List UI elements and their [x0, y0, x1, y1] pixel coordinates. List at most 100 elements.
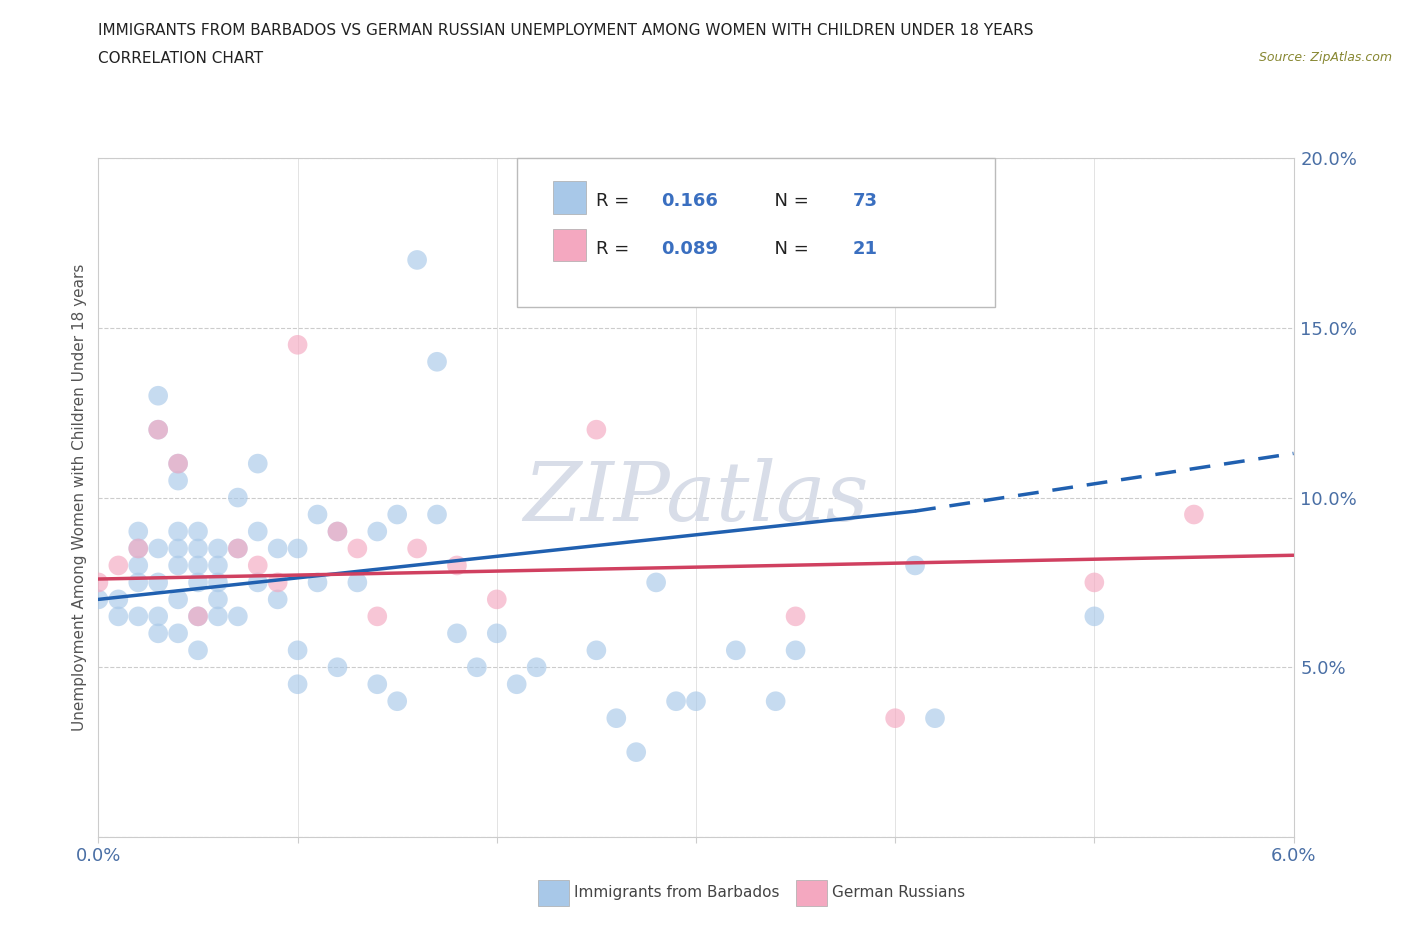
- Point: [526, 660, 548, 675]
- Point: [884, 711, 907, 725]
- Point: [904, 558, 927, 573]
- Text: 73: 73: [852, 193, 877, 210]
- Bar: [553, 181, 586, 214]
- Point: [465, 660, 488, 675]
- Text: IMMIGRANTS FROM BARBADOS VS GERMAN RUSSIAN UNEMPLOYMENT AMONG WOMEN WITH CHILDRE: IMMIGRANTS FROM BARBADOS VS GERMAN RUSSI…: [98, 23, 1033, 38]
- Point: [187, 558, 209, 573]
- Point: [107, 609, 129, 624]
- Point: [1083, 575, 1105, 590]
- Point: [287, 338, 309, 352]
- Text: German Russians: German Russians: [832, 885, 966, 900]
- Point: [246, 457, 269, 472]
- Text: N =: N =: [763, 240, 814, 258]
- Point: [785, 643, 807, 658]
- Point: [148, 389, 170, 404]
- Point: [187, 525, 209, 539]
- Point: [385, 694, 409, 709]
- Point: [127, 558, 149, 573]
- Point: [346, 541, 368, 556]
- Point: [307, 507, 329, 522]
- Point: [724, 643, 747, 658]
- Point: [187, 609, 209, 624]
- Point: [148, 575, 170, 590]
- Point: [167, 457, 190, 472]
- Point: [287, 541, 309, 556]
- Point: [148, 422, 170, 437]
- Point: [685, 694, 707, 709]
- Text: ZIPatlas: ZIPatlas: [523, 458, 869, 538]
- Text: CORRELATION CHART: CORRELATION CHART: [98, 51, 263, 66]
- Text: Immigrants from Barbados: Immigrants from Barbados: [574, 885, 779, 900]
- Point: [385, 507, 409, 522]
- Point: [87, 575, 110, 590]
- Text: 21: 21: [852, 240, 877, 258]
- Point: [406, 252, 429, 268]
- Point: [506, 677, 529, 692]
- Point: [287, 643, 309, 658]
- Point: [167, 457, 190, 472]
- Point: [426, 507, 449, 522]
- Point: [167, 473, 190, 488]
- Point: [1182, 507, 1205, 522]
- Point: [127, 541, 149, 556]
- Point: [148, 609, 170, 624]
- Point: [765, 694, 787, 709]
- Point: [645, 575, 668, 590]
- Point: [546, 286, 568, 301]
- Point: [585, 643, 607, 658]
- Point: [246, 575, 269, 590]
- Point: [426, 354, 449, 369]
- Point: [446, 558, 468, 573]
- Point: [187, 541, 209, 556]
- Point: [207, 592, 229, 607]
- Point: [246, 525, 269, 539]
- Point: [287, 677, 309, 692]
- Point: [267, 541, 290, 556]
- Point: [167, 592, 190, 607]
- Text: Source: ZipAtlas.com: Source: ZipAtlas.com: [1258, 51, 1392, 64]
- Point: [187, 575, 209, 590]
- Text: R =: R =: [596, 193, 634, 210]
- Point: [107, 592, 129, 607]
- Point: [187, 609, 209, 624]
- Point: [167, 541, 190, 556]
- Point: [307, 575, 329, 590]
- Point: [346, 575, 368, 590]
- Point: [246, 558, 269, 573]
- Point: [605, 711, 627, 725]
- Point: [446, 626, 468, 641]
- Point: [366, 609, 388, 624]
- Point: [1083, 609, 1105, 624]
- Point: [226, 609, 249, 624]
- Point: [127, 525, 149, 539]
- Text: R =: R =: [596, 240, 634, 258]
- Point: [226, 541, 249, 556]
- Point: [107, 558, 129, 573]
- Point: [326, 525, 349, 539]
- Point: [207, 609, 229, 624]
- Point: [127, 609, 149, 624]
- Point: [207, 575, 229, 590]
- Point: [207, 558, 229, 573]
- Point: [148, 626, 170, 641]
- Point: [187, 643, 209, 658]
- Point: [326, 660, 349, 675]
- Point: [167, 525, 190, 539]
- Point: [167, 558, 190, 573]
- Point: [785, 609, 807, 624]
- Point: [366, 525, 388, 539]
- Point: [207, 541, 229, 556]
- Point: [226, 541, 249, 556]
- Point: [665, 694, 688, 709]
- Text: 0.166: 0.166: [661, 193, 718, 210]
- Point: [924, 711, 946, 725]
- Point: [267, 592, 290, 607]
- Point: [366, 677, 388, 692]
- Point: [226, 490, 249, 505]
- Point: [87, 592, 110, 607]
- Point: [127, 541, 149, 556]
- FancyBboxPatch shape: [517, 158, 995, 308]
- Bar: [553, 229, 586, 261]
- Point: [626, 745, 648, 760]
- Point: [585, 422, 607, 437]
